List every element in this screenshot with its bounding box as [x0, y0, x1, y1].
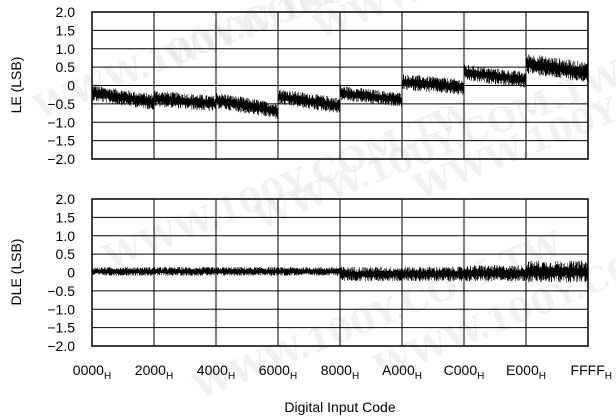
dle-trace-segment-2	[464, 265, 527, 282]
x-tick-subscript: H	[415, 371, 422, 382]
x-tick-base: FFFF	[571, 362, 605, 378]
x-tick-label: 2000H	[135, 362, 173, 382]
le-y-tick-label: 0	[67, 78, 75, 94]
le-y-tick-label: 2.0	[56, 4, 76, 20]
dle-y-tick-label: −0.5	[47, 283, 75, 299]
dle-trace-segment-1	[340, 266, 465, 282]
x-tick-label: C000H	[444, 362, 485, 382]
x-tick-base: 6000	[259, 362, 290, 378]
x-tick-label: 4000H	[197, 362, 235, 382]
x-tick-subscript: H	[605, 371, 612, 382]
x-tick-label: 6000H	[259, 362, 297, 382]
dle-y-tick-label: 0	[67, 265, 75, 281]
le-y-tick-label: 1.0	[56, 41, 76, 57]
le-y-tick-label: −1.0	[47, 114, 75, 130]
x-tick-base: 8000	[321, 362, 352, 378]
x-tick-subscript: H	[290, 371, 297, 382]
watermark-text-2: WWW.100Y.COM.TW	[307, 0, 616, 49]
x-tick-label: 8000H	[321, 362, 359, 382]
x-tick-subscript: H	[228, 371, 235, 382]
le-y-axis-label: LE (LSB)	[8, 57, 24, 114]
le-trace-segment-3	[278, 89, 341, 113]
dle-y-ticks: 2.0 1.5 1.0 0.5 0 −0.5 −1.0 −1.5 −2.0	[47, 191, 75, 354]
x-tick-subscript: H	[166, 371, 173, 382]
dle-y-tick-label: 1.0	[56, 228, 76, 244]
le-trace-segment-7	[526, 53, 588, 82]
dle-y-tick-label: 1.5	[56, 209, 76, 225]
x-tick-subscript: H	[352, 371, 359, 382]
x-tick-base: 2000	[135, 362, 166, 378]
dle-y-tick-label: −1.0	[47, 301, 75, 317]
x-tick-base: 0000	[73, 362, 104, 378]
x-tick-label: 0000H	[73, 362, 111, 382]
x-tick-base: E000	[506, 362, 539, 378]
x-tick-subscript: H	[539, 371, 546, 382]
dle-chart: 2.01.51.00.50−0.5−1.0−1.5−2.0 0000H 2000H…	[8, 191, 612, 415]
dle-y-axis-label: DLE (LSB)	[8, 239, 24, 306]
dle-trace-segment-3	[526, 260, 588, 283]
le-y-tick-label: 0.5	[56, 59, 76, 75]
le-trace-segment-2	[216, 93, 279, 119]
x-tick-label: FFFFH	[571, 362, 612, 382]
le-trace	[92, 53, 588, 119]
le-grid	[92, 12, 588, 159]
x-tick-base: C000	[444, 362, 478, 378]
le-chart: 2.0 1.5 1.0 0.5 0 −0.5 −1.0 −1.5 −2.0 LE (LSB)	[8, 4, 589, 167]
x-axis-label: Digital Input Code	[284, 399, 396, 415]
le-y-tick-label: 1.5	[56, 22, 76, 38]
le-y-tick-label: −2.0	[47, 151, 75, 167]
le-trace-segment-6	[464, 64, 527, 88]
le-y-tick-label: −1.5	[47, 133, 75, 149]
x-tick-label: E000H	[506, 362, 546, 382]
dle-y-tick-label: 2.0	[56, 191, 76, 207]
dle-x-ticks: 0000H 2000H 4000H 6000H 8000H A000H C000H E000H…	[73, 362, 612, 382]
x-tick-base: 4000	[197, 362, 228, 378]
x-tick-subscript: H	[104, 371, 111, 382]
x-tick-base: A000	[382, 362, 415, 378]
dle-y-tick-label: −2.0	[47, 338, 75, 354]
le-trace-segment-1	[154, 91, 217, 111]
dle-y-tick-label: −1.5	[47, 320, 75, 336]
dle-plot-frame	[91, 198, 589, 347]
x-tick-label: A000H	[382, 362, 422, 382]
x-tick-subscript: H	[477, 371, 484, 382]
dle-y-tick-label: 0.5	[56, 246, 76, 262]
le-y-ticks: 2.0 1.5 1.0 0.5 0 −0.5 −1.0 −1.5 −2.0	[47, 4, 75, 167]
le-trace-segment-4	[340, 85, 403, 107]
le-trace-segment-5	[402, 74, 465, 95]
le-plot-frame	[91, 11, 589, 160]
le-y-tick-label: −0.5	[47, 96, 75, 112]
